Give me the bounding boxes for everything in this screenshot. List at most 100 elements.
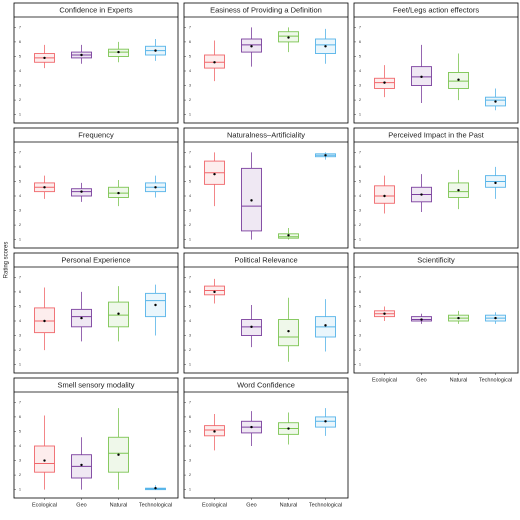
- mean: [420, 193, 423, 196]
- mean: [213, 172, 216, 176]
- y-tick-label: 5: [189, 179, 191, 183]
- y-tick-label: 1: [189, 363, 191, 367]
- mean: [324, 154, 327, 157]
- panel-title: Smell sensory modality: [57, 380, 134, 389]
- mean: [494, 181, 497, 185]
- y-tick-label: 6: [189, 290, 191, 294]
- y-tick-label: 2: [19, 98, 21, 102]
- y-tick-label: 7: [19, 25, 21, 29]
- y-tick-label: 4: [359, 319, 361, 323]
- y-tick-label: 2: [189, 98, 191, 102]
- mean: [287, 329, 290, 333]
- mean: [213, 430, 216, 433]
- y-tick-label: 7: [359, 150, 361, 154]
- x-tick-label: Ecological: [372, 377, 397, 383]
- mean: [383, 194, 386, 198]
- y-tick-label: 2: [19, 473, 21, 477]
- mean: [80, 316, 83, 320]
- y-tick-label: 4: [359, 194, 361, 198]
- y-tick-label: 5: [189, 429, 191, 433]
- y-tick-label: 2: [19, 223, 21, 227]
- mean: [494, 316, 497, 320]
- y-tick-label: 2: [189, 473, 191, 477]
- y-tick-label: 4: [19, 69, 21, 73]
- y-tick-label: 1: [189, 113, 191, 117]
- mean: [420, 318, 423, 321]
- panel-title: Frequency: [78, 130, 114, 139]
- y-tick-label: 2: [359, 98, 361, 102]
- panel: [183, 127, 349, 249]
- mean: [250, 325, 253, 329]
- y-tick-label: 6: [189, 165, 191, 169]
- mean: [154, 186, 157, 189]
- mean: [250, 45, 253, 48]
- y-tick-label: 6: [359, 290, 361, 294]
- box: [34, 445, 55, 473]
- y-tick-label: 5: [19, 54, 21, 58]
- panel: [13, 127, 179, 249]
- y-tick-label: 3: [189, 208, 191, 212]
- panel: [183, 2, 349, 124]
- panel: [13, 2, 179, 124]
- y-tick-label: 6: [19, 40, 21, 44]
- mean: [250, 425, 253, 429]
- y-tick-label: 4: [189, 444, 191, 448]
- y-tick-label: 3: [189, 458, 191, 462]
- y-tick-label: 4: [19, 444, 21, 448]
- mean: [287, 427, 290, 430]
- box: [278, 319, 299, 347]
- x-tick-label: Ecological: [202, 502, 227, 508]
- y-tick-label: 3: [19, 333, 21, 337]
- x-tick-label: Technological: [139, 502, 172, 508]
- mean: [117, 312, 120, 315]
- y-tick-label: 1: [359, 238, 361, 242]
- y-tick-label: 5: [19, 304, 21, 308]
- panel-title: Scientificity: [417, 255, 455, 264]
- mean: [324, 420, 327, 423]
- y-tick-label: 3: [189, 333, 191, 337]
- y-tick-label: 1: [189, 488, 191, 492]
- y-tick-label: 3: [359, 333, 361, 337]
- y-tick-label: 7: [189, 275, 191, 279]
- mean: [383, 81, 386, 84]
- y-tick-label: 2: [189, 223, 191, 227]
- mean: [117, 191, 120, 195]
- y-tick-label: 6: [19, 415, 21, 419]
- mean: [457, 316, 460, 320]
- mean: [324, 324, 327, 327]
- y-tick-label: 6: [189, 415, 191, 419]
- y-tick-label: 3: [189, 83, 191, 87]
- y-tick-label: 5: [189, 304, 191, 308]
- panel-title: Feet/Legs action effectors: [393, 5, 479, 14]
- mean: [80, 463, 83, 467]
- panel-title: Political Relevance: [234, 255, 297, 264]
- panel: [183, 252, 349, 374]
- mean: [117, 50, 120, 54]
- mean: [213, 290, 216, 294]
- mean: [154, 49, 157, 52]
- panel: [353, 2, 519, 124]
- y-tick-label: 4: [189, 319, 191, 323]
- panel-title: Confidence in Experts: [59, 5, 133, 14]
- y-tick-label: 7: [189, 400, 191, 404]
- panel-title: Easiness of Providing a Definition: [210, 5, 322, 14]
- mean: [383, 312, 386, 315]
- y-tick-label: 3: [19, 458, 21, 462]
- x-tick-label: Natural: [450, 377, 468, 383]
- x-tick-label: Technological: [309, 502, 342, 508]
- y-axis-label: Rating scores: [4, 242, 10, 279]
- mean: [154, 303, 157, 307]
- mean: [457, 78, 460, 81]
- y-tick-label: 4: [19, 319, 21, 323]
- y-tick-label: 2: [189, 348, 191, 352]
- mean: [287, 234, 290, 237]
- mean: [43, 56, 46, 60]
- panel-title: Perceived Impact in the Past: [388, 130, 484, 139]
- y-tick-label: 3: [19, 83, 21, 87]
- y-tick-label: 1: [19, 488, 21, 492]
- y-tick-label: 2: [359, 223, 361, 227]
- y-tick-label: 3: [19, 208, 21, 212]
- y-tick-label: 5: [359, 304, 361, 308]
- mean: [154, 486, 157, 490]
- mean: [250, 199, 253, 202]
